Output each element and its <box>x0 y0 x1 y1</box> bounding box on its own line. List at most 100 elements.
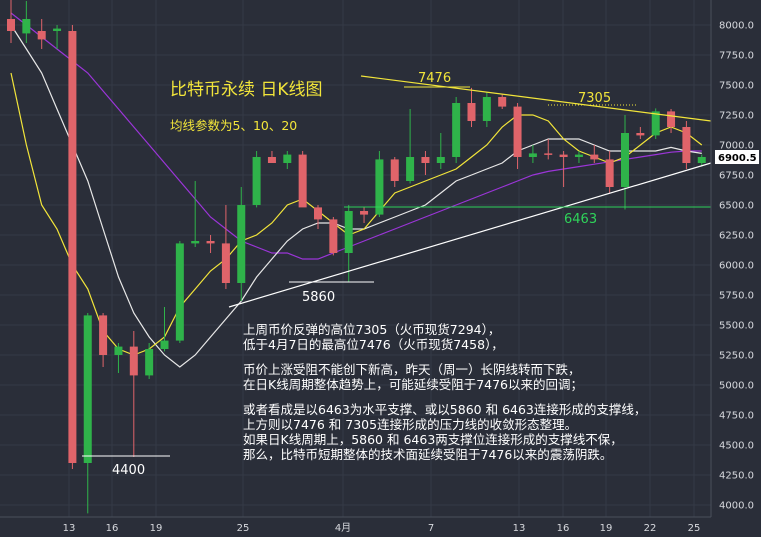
y-tick-label: 4250.0 <box>719 471 754 482</box>
candle <box>559 151 568 187</box>
candle <box>344 205 353 282</box>
candle-body <box>206 241 215 244</box>
x-tick-label: 19 <box>600 523 613 534</box>
candle <box>406 109 415 184</box>
candle <box>636 127 645 139</box>
candle-body <box>37 31 46 40</box>
candle-body <box>329 219 338 253</box>
candle-body <box>83 315 92 463</box>
y-tick-label: 4500.0 <box>719 441 754 452</box>
y-tick-label: 4000.0 <box>719 501 754 512</box>
analysis-notes: 上周币价反弹的高位7305（火币现货7294）， 低于4月7日的最高位7476（… <box>243 322 646 462</box>
current-price-label: 6900.5 <box>718 153 757 164</box>
y-tick-label: 6750.0 <box>719 171 754 182</box>
candle <box>436 133 445 169</box>
x-tick-label: 25 <box>688 523 701 534</box>
candle <box>467 87 476 127</box>
candle-body <box>636 133 645 136</box>
candle <box>22 1 31 43</box>
candle-body <box>421 157 430 163</box>
candle <box>544 139 553 160</box>
candle-body <box>452 103 461 157</box>
y-tick-label: 5250.0 <box>719 351 754 362</box>
y-tick-label: 6000.0 <box>719 261 754 272</box>
x-tick-label: 4月 <box>335 522 351 534</box>
x-tick-label: 13 <box>63 523 76 534</box>
candle-body <box>7 19 15 31</box>
candle-body <box>360 211 369 215</box>
candle <box>360 207 369 223</box>
note-line-3: 币价上涨受阻不能创下新高，昨天（周一）长阴线转而下跌， <box>243 362 581 377</box>
label-7305: 7305 <box>578 91 611 106</box>
support-trendline <box>228 162 712 308</box>
x-tick-label: 16 <box>106 523 119 534</box>
grid <box>0 0 711 517</box>
candle-body <box>114 346 123 355</box>
x-tick-label: 19 <box>150 523 163 534</box>
chart-title: 比特币永续 日K线图 <box>170 80 323 100</box>
candle <box>129 331 138 457</box>
note-line-2: 低于4月7日的最高位7476（火币现货7458）， <box>243 337 504 352</box>
candle <box>375 151 384 217</box>
x-tick-label: 13 <box>513 523 526 534</box>
candle <box>145 343 154 379</box>
candle <box>7 0 15 43</box>
candle-body <box>237 205 246 283</box>
candle <box>314 205 322 229</box>
candle-body <box>283 154 292 163</box>
note-line-1: 上周币价反弹的高位7305（火币现货7294）， <box>243 322 500 337</box>
candle-body <box>99 315 108 355</box>
candle <box>498 94 507 109</box>
y-tick-label: 5000.0 <box>719 381 754 392</box>
candle-body <box>53 28 62 31</box>
candle <box>237 187 246 301</box>
y-tick-label: 5750.0 <box>719 291 754 302</box>
candle <box>452 97 461 163</box>
candle <box>160 307 169 352</box>
candle-body <box>467 103 476 121</box>
ma10-line <box>10 24 702 368</box>
candle-body <box>390 159 399 181</box>
candle-body <box>528 153 537 157</box>
candle <box>221 205 230 289</box>
candle <box>621 115 629 210</box>
candle-body <box>513 106 522 157</box>
trendlines <box>82 75 712 457</box>
candle-body <box>559 154 568 157</box>
candle <box>252 151 261 208</box>
candle <box>68 25 77 469</box>
candle <box>482 92 491 127</box>
moving-averages <box>10 12 703 368</box>
candle-body <box>22 19 31 34</box>
x-tick-label: 22 <box>644 523 657 534</box>
candle-body <box>406 157 415 181</box>
candle-body <box>175 243 184 341</box>
candle <box>206 235 215 253</box>
y-tick-label: 4750.0 <box>719 411 754 422</box>
y-tick-label: 7500.0 <box>719 81 754 92</box>
candle-body <box>605 159 614 187</box>
candle-body <box>191 241 200 244</box>
ma20-line <box>10 12 702 260</box>
candle-body <box>482 97 491 121</box>
candle-body <box>252 157 261 205</box>
candle-body <box>621 133 629 187</box>
candle <box>421 151 430 175</box>
label-7476: 7476 <box>418 71 451 86</box>
y-tick-label: 8000.0 <box>719 21 754 32</box>
candle-body <box>129 346 138 376</box>
label-4400: 4400 <box>112 463 145 478</box>
y-tick-labels: 8000.0 7750.0 7500.0 7250.0 7000.0 6750.0 6500… <box>719 21 754 512</box>
y-tick-label: 5500.0 <box>719 321 754 332</box>
candle-body <box>298 154 307 208</box>
current-price-tag: 6900.5 <box>715 150 759 164</box>
x-tick-labels: 13 16 19 25 4月 7 13 16 19 22 25 <box>63 522 701 534</box>
x-tick-label: 7 <box>428 523 434 534</box>
candle <box>99 313 108 367</box>
y-tick-label: 7000.0 <box>719 141 754 152</box>
y-tick-label: 6500.0 <box>719 201 754 212</box>
candle <box>528 145 537 163</box>
candle-body <box>221 243 230 283</box>
